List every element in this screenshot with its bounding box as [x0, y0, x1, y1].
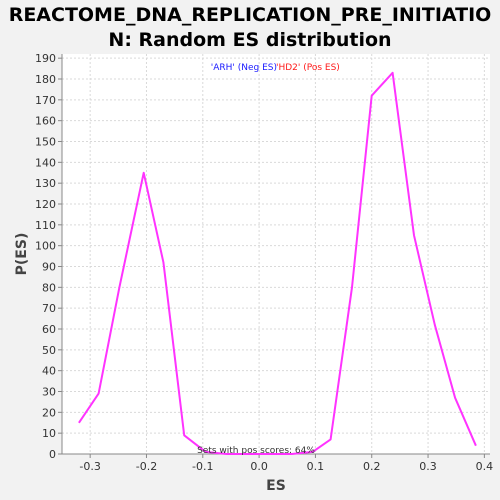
pos-es-label: 'HD2' (Pos ES) [276, 63, 340, 73]
series-line [78, 71, 477, 455]
y-tick-label: 0 [49, 448, 56, 461]
x-tick-labels: -0.3 -0.2 -0.1 0.0 0.1 0.2 0.3 0.4 [79, 460, 493, 473]
x-tick-label: 0.2 [363, 460, 381, 473]
chart-title-line-2: N: Random ES distribution [108, 29, 391, 51]
chart-title-line-1: REACTOME_DNA_REPLICATION_PRE_INITIATIO [9, 4, 492, 26]
y-tick-label: 60 [42, 323, 56, 336]
y-axis-label: P(ES) [14, 233, 30, 276]
pos-score-footer: Sets with pos scores: 64% [197, 446, 315, 456]
y-tick-label: 140 [35, 156, 56, 169]
y-tick-label: 120 [35, 198, 56, 211]
y-tick-label: 90 [42, 261, 56, 274]
grid-lines [62, 54, 490, 455]
x-tick-label: 0.0 [250, 460, 268, 473]
y-tick-label: 130 [35, 177, 56, 190]
x-tick-label: -0.1 [192, 460, 213, 473]
neg-es-label: 'ARH' (Neg ES) [211, 63, 277, 73]
y-tick-label: 170 [35, 94, 56, 107]
y-tick-labels: 0 10 20 30 40 50 60 70 80 90 100 110 120 130 140 150 160… [35, 52, 56, 461]
y-tick-label: 190 [35, 52, 56, 65]
y-tick-label: 20 [42, 406, 56, 419]
x-tick-label: -0.2 [136, 460, 157, 473]
y-tick-label: 180 [35, 73, 56, 86]
x-tick-label: 0.3 [419, 460, 437, 473]
y-tick-label: 10 [42, 427, 56, 440]
x-tick-label: -0.3 [79, 460, 100, 473]
y-tick-label: 80 [42, 281, 56, 294]
series-group [78, 71, 477, 455]
y-tick-label: 50 [42, 344, 56, 357]
y-tick-label: 40 [42, 365, 56, 378]
y-tick-label: 70 [42, 302, 56, 315]
x-tick-label: 0.4 [476, 460, 494, 473]
y-tick-label: 30 [42, 386, 56, 399]
x-tick-label: 0.1 [307, 460, 325, 473]
y-tick-label: 160 [35, 115, 56, 128]
y-tick-label: 110 [35, 219, 56, 232]
x-axis-label: ES [266, 478, 286, 494]
y-tick-label: 150 [35, 136, 56, 149]
y-tick-label: 100 [35, 240, 56, 253]
